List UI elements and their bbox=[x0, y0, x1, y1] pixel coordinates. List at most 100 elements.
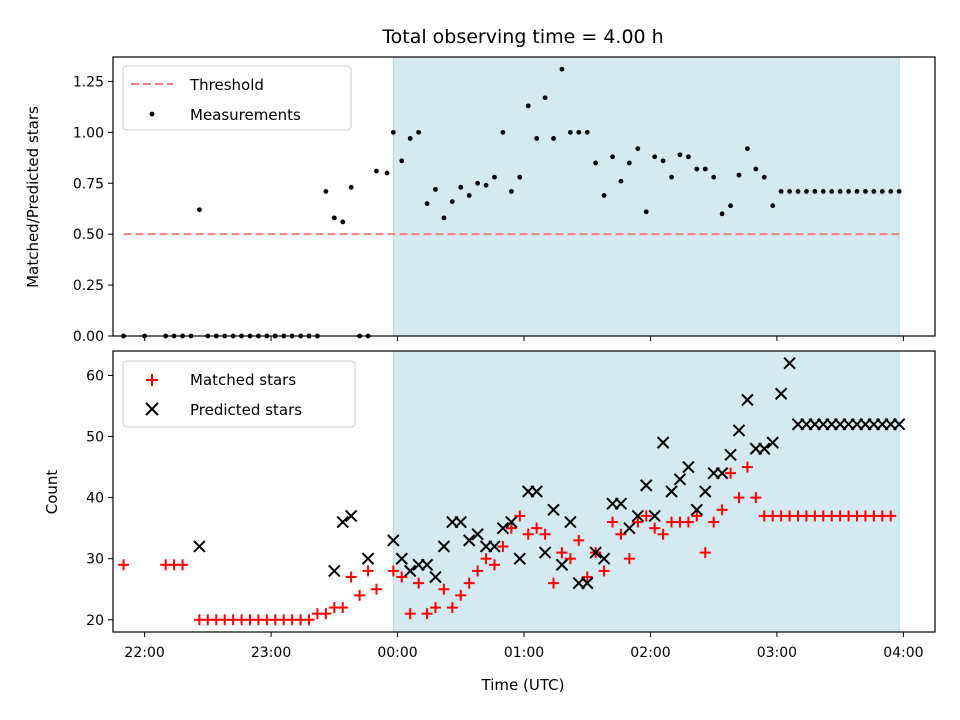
figure-title: Total observing time = 4.00 h bbox=[381, 26, 663, 48]
measurement-point bbox=[643, 209, 649, 215]
matched-point bbox=[598, 565, 610, 577]
matched-point bbox=[531, 522, 543, 534]
measurement-point bbox=[736, 172, 742, 178]
count-axes-frame bbox=[112, 350, 936, 633]
matched-point bbox=[497, 540, 509, 552]
measurement-point bbox=[635, 146, 641, 152]
measurement-point bbox=[584, 129, 590, 135]
x-tick-label: 02:00 bbox=[630, 645, 670, 661]
matched-point bbox=[505, 522, 517, 534]
x-tick-label: 00:00 bbox=[377, 645, 417, 661]
matched-point bbox=[885, 510, 897, 522]
y-tick-label: 0.75 bbox=[73, 176, 104, 192]
predicted-point bbox=[766, 436, 779, 449]
predicted-point bbox=[783, 357, 796, 370]
measurement-point bbox=[854, 189, 860, 194]
measurement-point bbox=[441, 215, 447, 221]
matched-point bbox=[573, 534, 585, 546]
measurement-point bbox=[896, 189, 902, 194]
y-tick-label: 0.00 bbox=[73, 329, 104, 345]
ratio-y-ticks: 0.00 0.25 0.50 0.75 1.00 1.25 bbox=[73, 74, 113, 345]
predicted-point bbox=[403, 564, 417, 578]
measurement-point bbox=[407, 136, 413, 141]
matched-point bbox=[472, 565, 484, 577]
predicted-point bbox=[758, 442, 771, 455]
measurement-point bbox=[652, 154, 658, 160]
y-tick-label: 1.00 bbox=[73, 125, 104, 141]
measurement-point bbox=[812, 189, 818, 194]
predicted-point bbox=[648, 509, 661, 523]
matched-legend-swatch bbox=[146, 374, 158, 386]
matched-point bbox=[303, 614, 315, 626]
x-tick-label: 04:00 bbox=[883, 645, 923, 661]
y-tick-label: 0.25 bbox=[73, 278, 104, 294]
measurement-point bbox=[466, 193, 472, 198]
predicted-point bbox=[454, 515, 467, 529]
predicted-point bbox=[513, 552, 526, 565]
predicted-point bbox=[462, 534, 476, 547]
predicted-point bbox=[496, 521, 510, 535]
predicted-point bbox=[193, 540, 206, 553]
predicted-point bbox=[597, 552, 611, 565]
measurements-legend-swatch bbox=[149, 111, 155, 117]
predicted-point bbox=[547, 503, 560, 517]
predicted-point bbox=[690, 503, 704, 517]
measurement-point bbox=[618, 178, 624, 184]
predicted-point bbox=[361, 552, 375, 565]
predicted-point bbox=[656, 436, 670, 449]
x-tick-label: 01:00 bbox=[504, 645, 544, 661]
matched-point bbox=[387, 565, 399, 577]
measurement-point bbox=[384, 170, 390, 176]
matched-point bbox=[463, 577, 475, 589]
measurement-point bbox=[601, 193, 607, 198]
matched-point bbox=[539, 528, 551, 540]
matched-point bbox=[716, 504, 728, 516]
measurement-point bbox=[694, 166, 700, 172]
y-tick-label: 20 bbox=[86, 613, 104, 629]
measurement-point bbox=[711, 174, 717, 180]
predicted-point bbox=[665, 485, 678, 498]
x-tick-label: 22:00 bbox=[124, 645, 164, 661]
predicted-point bbox=[555, 558, 569, 572]
predicted-point bbox=[564, 515, 577, 529]
matched-point bbox=[741, 461, 753, 473]
matched-point bbox=[640, 510, 652, 522]
x-tick-label: 23:00 bbox=[251, 645, 291, 661]
matched-legend-label: Matched stars bbox=[190, 371, 296, 389]
measurement-point bbox=[610, 154, 615, 160]
y-tick-label: 60 bbox=[86, 368, 104, 384]
measurement-point bbox=[795, 189, 801, 194]
matched-point bbox=[118, 559, 130, 571]
measurement-point bbox=[879, 189, 885, 194]
y-tick-label: 1.25 bbox=[73, 74, 104, 90]
measurement-point bbox=[534, 136, 540, 141]
predicted-point bbox=[699, 485, 712, 498]
measurement-point bbox=[770, 203, 776, 209]
measurement-point bbox=[626, 160, 632, 166]
predicted-point bbox=[471, 528, 484, 541]
matched-point bbox=[362, 565, 374, 577]
measurement-point bbox=[728, 203, 733, 209]
predicted-point bbox=[631, 509, 645, 523]
predicted-point bbox=[328, 564, 341, 578]
matched-point bbox=[337, 602, 349, 614]
predicted-point bbox=[623, 521, 636, 535]
count-marks bbox=[118, 357, 906, 626]
matched-point bbox=[488, 559, 500, 571]
predicted-point bbox=[673, 473, 687, 486]
measurement-point bbox=[787, 189, 792, 194]
predicted-point bbox=[395, 552, 408, 565]
measurement-point bbox=[433, 186, 438, 192]
y-tick-label: 50 bbox=[86, 430, 104, 446]
measurement-point bbox=[559, 66, 565, 72]
predicted-point bbox=[682, 460, 695, 474]
matched-point bbox=[177, 559, 189, 571]
measurement-point bbox=[745, 146, 750, 152]
count-x-label: Time (UTC) bbox=[481, 676, 565, 694]
predicted-point bbox=[437, 540, 451, 553]
measurement-point bbox=[551, 136, 556, 141]
measurement-point bbox=[399, 158, 405, 164]
y-tick-label: 40 bbox=[86, 491, 104, 507]
matched-point bbox=[607, 516, 619, 528]
predicted-point bbox=[741, 393, 754, 407]
